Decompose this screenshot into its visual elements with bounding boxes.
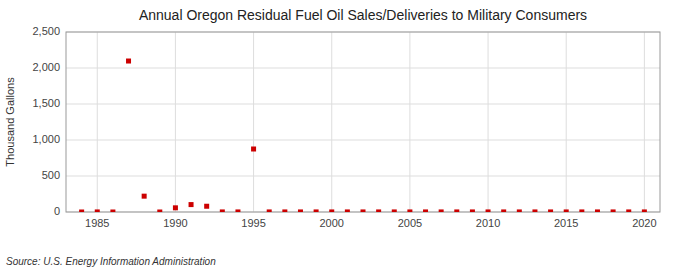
x-tick-label: 2010 xyxy=(476,217,500,229)
y-grid-line xyxy=(66,176,660,177)
point xyxy=(626,209,631,212)
grid xyxy=(66,32,660,212)
point xyxy=(361,209,366,212)
x-tick-label: 2005 xyxy=(398,217,422,229)
x-grid-line xyxy=(331,32,332,212)
x-grid-line xyxy=(409,32,410,212)
y-grid-line xyxy=(66,68,660,69)
title: Annual Oregon Residual Fuel Oil Sales/De… xyxy=(139,7,587,23)
point xyxy=(329,209,334,212)
point xyxy=(95,209,100,212)
point xyxy=(407,209,412,212)
x-grid-line xyxy=(253,32,254,212)
point xyxy=(486,209,491,212)
x-grid-line xyxy=(644,32,645,212)
point xyxy=(110,210,115,213)
point xyxy=(517,209,522,212)
point xyxy=(220,209,225,212)
x-tick-label: 2020 xyxy=(632,217,656,229)
point xyxy=(439,209,444,212)
y-grid-line xyxy=(66,140,660,141)
point xyxy=(79,210,84,213)
point xyxy=(595,209,600,212)
y-tick-label: 1,500 xyxy=(32,97,60,109)
x-grid-line xyxy=(488,32,489,212)
y-axis-label: Thousand Gallons xyxy=(4,77,16,167)
point xyxy=(142,194,147,199)
y-tick-label: 1,000 xyxy=(32,133,60,145)
point xyxy=(454,209,459,212)
y-tick-label: 2,500 xyxy=(32,25,60,37)
chart-svg: 0 500 1,000 1,500 2,000 2,500 1985 1990 1995 2000… xyxy=(0,0,675,275)
point xyxy=(251,147,256,152)
point xyxy=(314,209,319,212)
x-tick-label: 1985 xyxy=(85,217,109,229)
source: Source: U.S. Energy Information Administ… xyxy=(6,256,216,267)
x-tick-label: 2015 xyxy=(554,217,578,229)
point xyxy=(204,204,209,209)
y-grid-line xyxy=(66,104,660,105)
point xyxy=(470,209,475,212)
x-grid-line xyxy=(97,32,98,212)
chart-container: 0 500 1,000 1,500 2,000 2,500 1985 1990 1995 2000… xyxy=(0,0,675,275)
point xyxy=(392,209,397,212)
points xyxy=(79,59,647,212)
x-tick-label: 1990 xyxy=(163,217,187,229)
x-tick-label: 2000 xyxy=(319,217,343,229)
x-grid-line xyxy=(175,32,176,212)
point xyxy=(173,205,178,210)
point xyxy=(345,209,350,212)
point xyxy=(282,209,287,212)
point xyxy=(298,209,303,212)
point xyxy=(501,209,506,212)
point xyxy=(532,209,537,212)
point xyxy=(126,59,131,64)
y-tick-label: 2,000 xyxy=(32,61,60,73)
plot-frame xyxy=(66,32,660,212)
y-tick-label: 0 xyxy=(54,205,60,217)
point xyxy=(423,209,428,212)
point xyxy=(157,210,162,213)
point xyxy=(564,209,569,212)
point xyxy=(235,209,240,212)
axes: 0 500 1,000 1,500 2,000 2,500 1985 1990 1995 2000… xyxy=(32,25,660,229)
point xyxy=(548,209,553,212)
x-grid-line xyxy=(566,32,567,212)
point xyxy=(376,209,381,212)
point xyxy=(642,209,647,212)
point xyxy=(579,209,584,212)
x-tick-label: 1995 xyxy=(241,217,265,229)
point xyxy=(267,209,272,212)
point xyxy=(189,202,194,207)
page: {"chart_data": {"type": "scatter", "titl… xyxy=(0,0,675,275)
point xyxy=(611,209,616,212)
y-tick-label: 500 xyxy=(42,169,60,181)
